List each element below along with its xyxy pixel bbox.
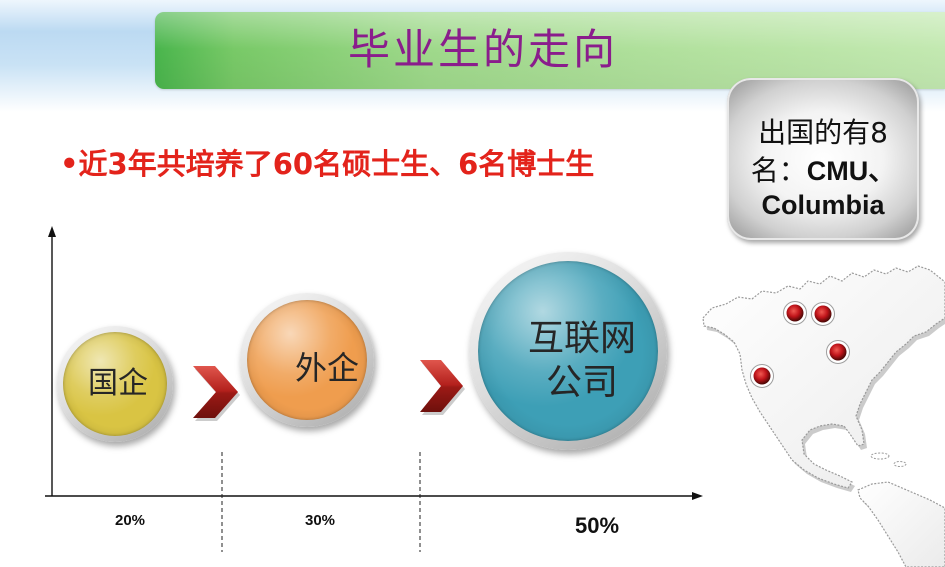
bullet-marker: • xyxy=(60,147,79,181)
stage-circle-fill: 外企 xyxy=(247,300,367,420)
map-marker-icon xyxy=(811,302,835,326)
stage-circle-fill: 国企 xyxy=(63,332,167,436)
stage-circle-foreign: 外企 xyxy=(240,293,374,427)
study-abroad-callout: 出国的有8 名：CMU、 Columbia xyxy=(727,78,919,240)
y-axis-arrowhead xyxy=(48,226,56,237)
callout-line-prefix: 名： xyxy=(750,154,807,187)
chevron-shape xyxy=(420,360,463,412)
slide-title: 毕业生的走向 xyxy=(348,25,619,74)
chevron-shape xyxy=(193,366,238,418)
axes xyxy=(45,226,703,500)
stage-label: 国企 xyxy=(88,366,148,402)
title-banner xyxy=(155,12,945,89)
stage-label-line: 外企 xyxy=(294,349,359,387)
map-marker-icon xyxy=(826,340,850,364)
chevron-right-icon xyxy=(193,366,240,421)
caribbean-island xyxy=(893,461,907,467)
marker-dot xyxy=(829,343,847,361)
stage-label: 外企 xyxy=(295,349,359,387)
callout-line: 名：CMU、 xyxy=(727,152,919,190)
stage-percent-label: 50% xyxy=(574,513,620,538)
marker-dot xyxy=(814,305,832,323)
callout-text: 出国的有8 名：CMU、 Columbia xyxy=(727,114,919,220)
caribbean-island xyxy=(870,452,890,460)
marker-dot xyxy=(786,304,804,322)
map-marker-icon xyxy=(750,364,774,388)
americas-map xyxy=(702,265,945,567)
stage-circle-state-owned: 国企 xyxy=(57,326,173,442)
marker-dot xyxy=(753,367,771,385)
stage-label-line: 互联网 xyxy=(527,318,636,359)
stage-circle-internet: 互联网 公司 xyxy=(469,252,667,450)
north-america-shape xyxy=(702,265,945,489)
callout-school: CMU、 xyxy=(806,156,896,186)
chevron-right-icon xyxy=(420,360,465,415)
stage-label-line: 国企 xyxy=(88,366,148,401)
stage-label: 互联网 公司 xyxy=(528,317,636,405)
callout-school: Columbia xyxy=(761,190,885,220)
map-marker-icon xyxy=(783,301,807,325)
summary-bullet: •近3年共培养了60名硕士生、6名博士生 xyxy=(60,146,594,182)
stage-percent-label: 30% xyxy=(304,512,336,529)
stage-label-line: 公司 xyxy=(545,362,618,403)
bullet-text: 近3年共培养了60名硕士生、6名博士生 xyxy=(78,147,595,181)
stage-circle-fill: 互联网 公司 xyxy=(478,261,658,441)
stage-percent-label: 20% xyxy=(114,512,146,529)
callout-line: 出国的有8 xyxy=(758,116,888,149)
x-axis-arrowhead xyxy=(692,492,703,500)
south-america-shape xyxy=(857,481,945,567)
